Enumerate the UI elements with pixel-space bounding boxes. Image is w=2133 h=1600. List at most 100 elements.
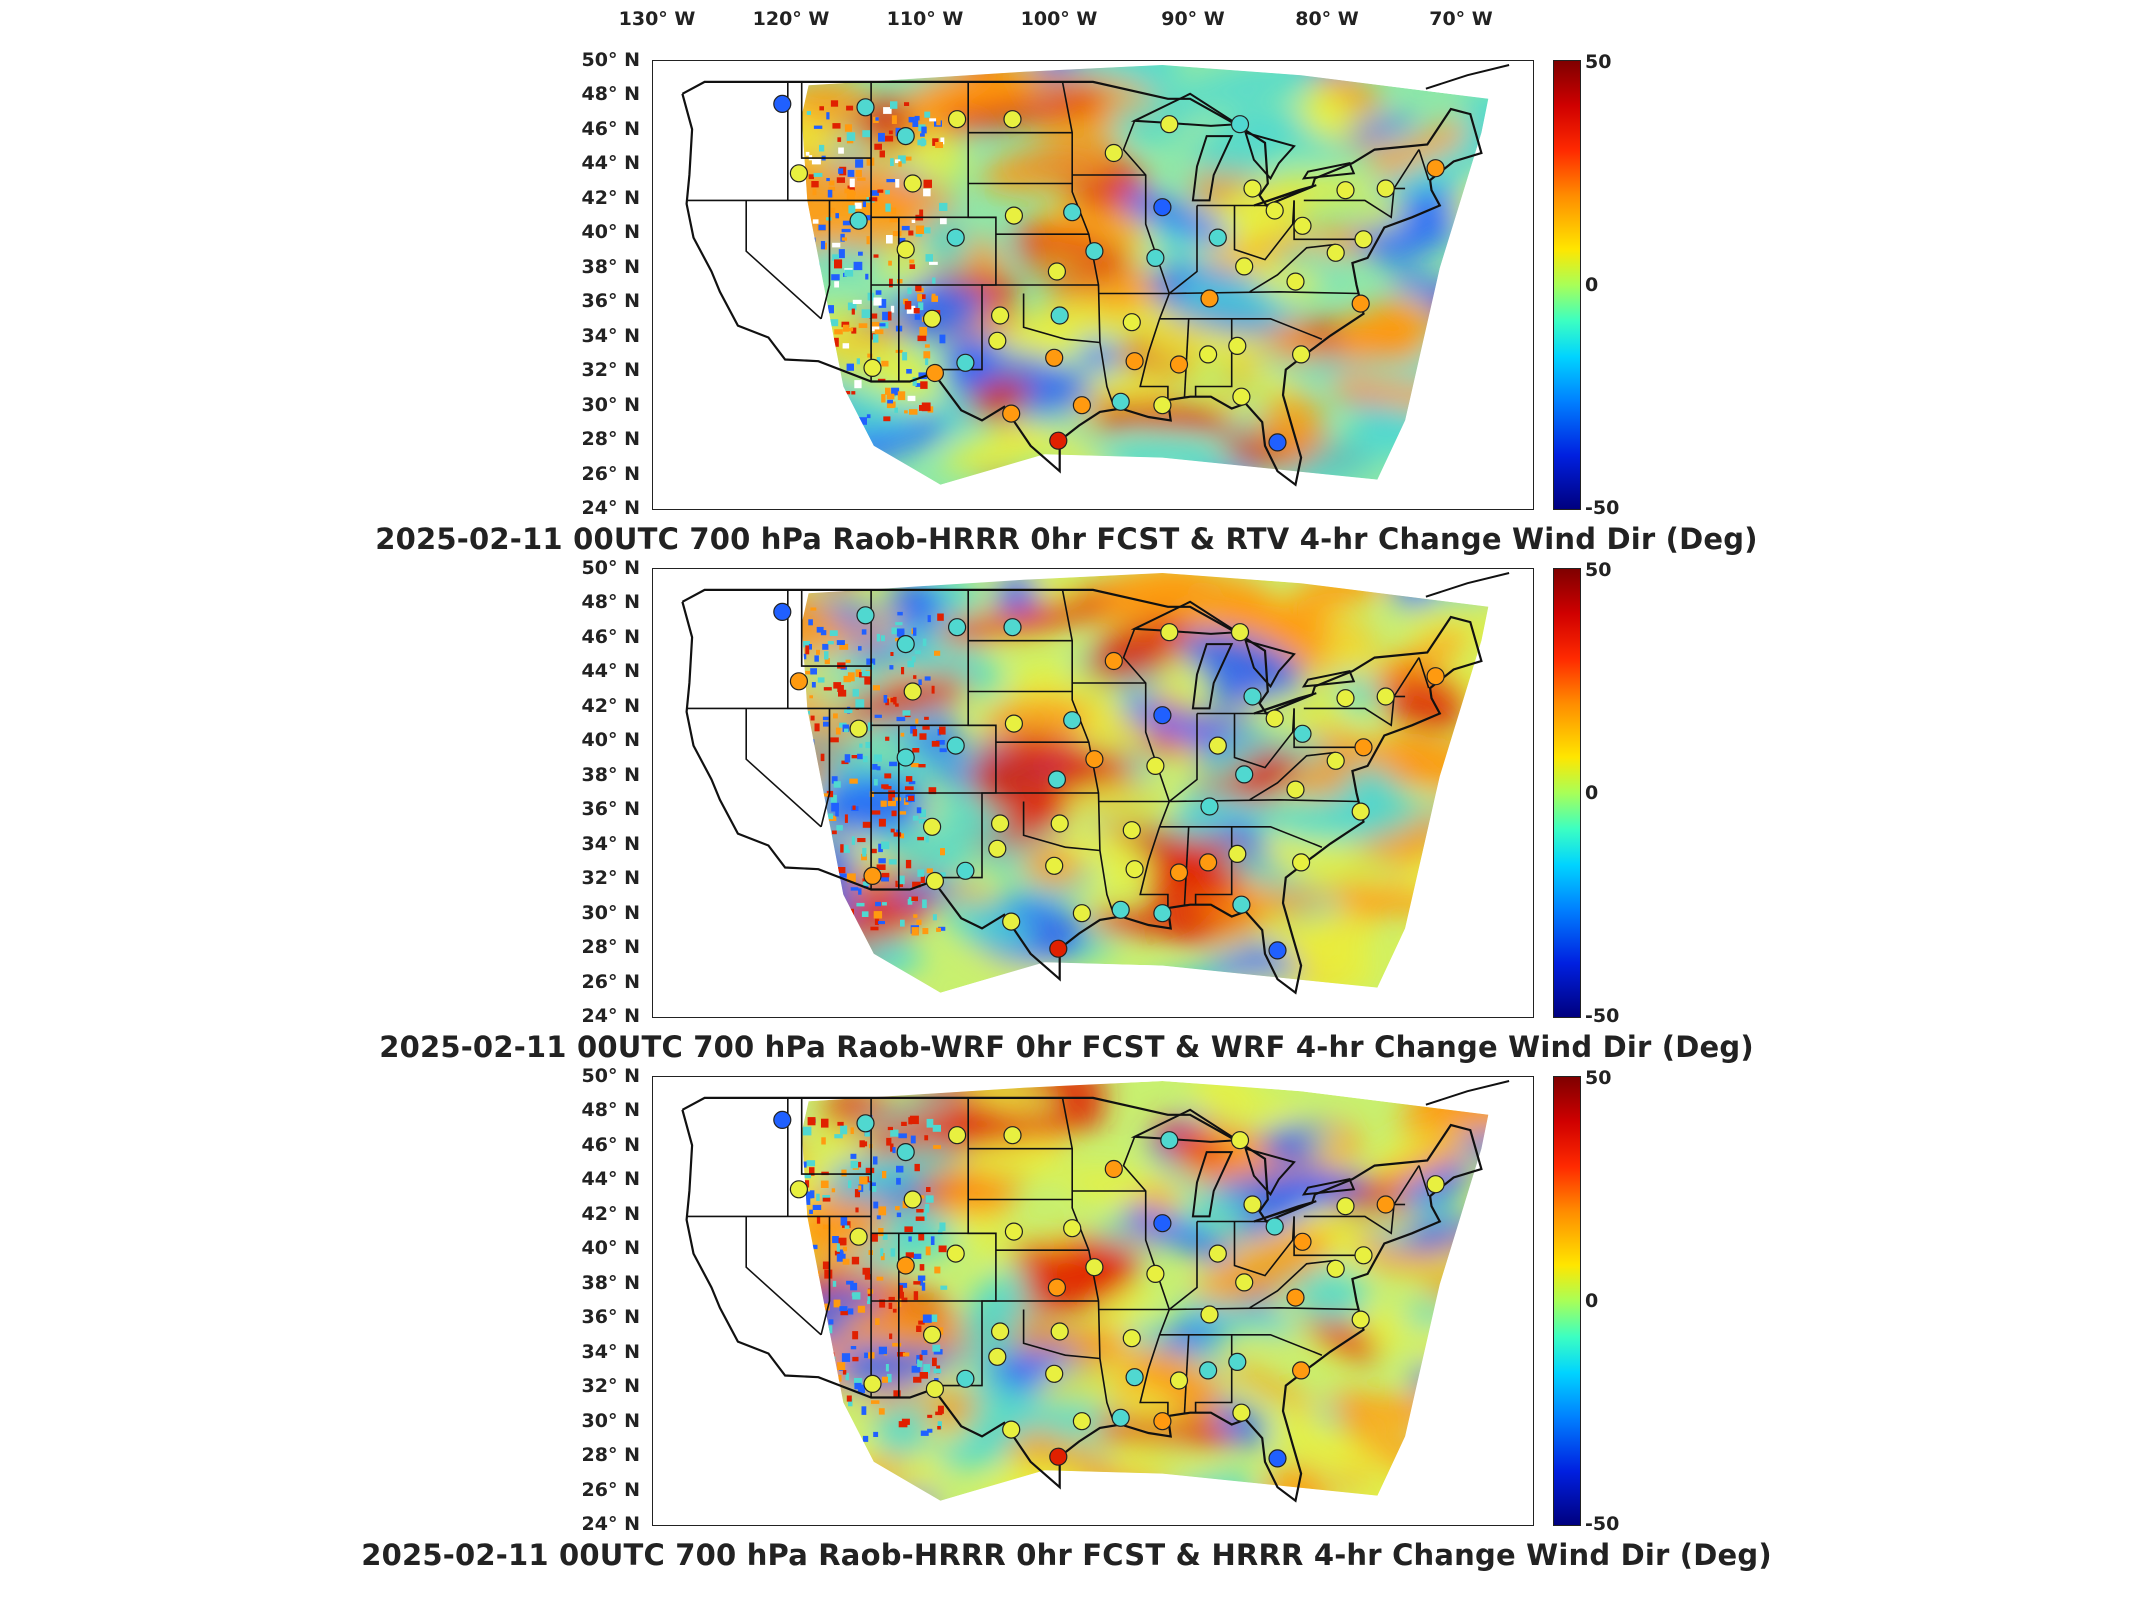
raob-station-marker [988,1347,1007,1366]
panel-title: 2025-02-11 00UTC 700 hPa Raob-HRRR 0hr F… [375,522,1758,556]
great-lake-outline [1130,600,1241,635]
state-border [1139,205,1198,401]
state-border [1183,826,1190,905]
state-border [1303,1165,1420,1235]
lat-label: 38° N [581,1271,640,1294]
raob-station-marker [863,1374,882,1393]
shoreline [1425,572,1510,598]
raob-station-marker [948,618,967,637]
lat-label: 44° N [581,1168,640,1191]
raob-station-marker [1200,289,1219,308]
lat-label: 28° N [581,1444,640,1467]
raob-station-marker [1125,352,1144,371]
state-border [745,200,822,320]
raob-station-marker [1045,856,1064,875]
lat-label: 44° N [581,152,640,175]
state-border [1249,1259,1336,1309]
raob-station-marker [1198,345,1218,364]
state-border [820,708,831,827]
lat-label: 40° N [581,1237,640,1260]
raob-station-marker [1232,1403,1251,1422]
raob-station-marker [773,602,792,622]
colorbar-min-label: -50 [1585,1005,1620,1027]
raob-station-marker [1426,159,1445,178]
raob-station-marker [1200,797,1219,816]
map-view [652,1076,1534,1526]
shoreline [1425,1080,1510,1106]
raob-station-marker [1122,1329,1141,1348]
map-canvas [681,572,1510,995]
raob-station-marker [1291,1361,1311,1380]
raob-station-marker [789,672,808,691]
raob-station-marker [1291,853,1311,872]
raob-station-marker [1228,844,1247,863]
raob-station-marker [856,1114,875,1133]
raob-station-marker [1230,115,1250,134]
raob-station-marker [1063,1219,1082,1238]
great-lake-outline [1301,670,1356,688]
raob-station-marker [948,1126,967,1145]
raob-station-marker [1050,306,1069,325]
raob-station-marker [1286,1288,1305,1307]
raob-station-marker [1050,814,1069,833]
raob-station-marker [946,736,965,755]
raob-station-marker [1169,863,1189,882]
raob-station-marker [896,126,915,146]
raob-station-marker [1002,912,1021,931]
raob-station-marker [856,98,875,117]
raob-station-marker [1326,243,1345,262]
raob-station-marker [1003,618,1022,637]
lat-label: 44° N [581,660,640,683]
raob-station-marker [1111,900,1130,919]
raob-station-marker [956,1369,975,1388]
raob-station-marker [1146,1264,1165,1283]
raob-station-marker [1045,1364,1064,1383]
raob-station-marker [1336,689,1355,708]
raob-station-marker [1146,756,1165,775]
lat-label: 24° N [581,1005,640,1027]
state-border [820,200,831,319]
raob-station-marker [991,306,1010,325]
lat-label: 48° N [581,591,640,614]
state-border [1303,149,1420,219]
state-border [1139,713,1198,909]
raob-station-marker [849,1227,868,1246]
raob-station-marker [1122,821,1141,840]
raob-station-marker [1047,770,1066,789]
raob-station-marker [1208,736,1227,755]
raob-station-marker [991,1322,1010,1341]
lon-label-80w: 80° W [1295,8,1359,30]
raob-station-marker [1072,396,1091,415]
lat-label: 42° N [581,694,640,717]
state-border [800,1097,872,1175]
raob-station-marker [1045,348,1064,367]
raob-station-marker [863,358,882,377]
raob-station-marker [1376,687,1395,706]
state-border [1098,290,1360,295]
lat-label: 30° N [581,393,640,416]
colorbar-max-label: 50 [1585,51,1612,73]
state-border [1233,1216,1295,1277]
raob-station-marker [1085,242,1104,261]
raob-station-marker [1104,651,1123,671]
raob-station-marker [1198,853,1218,872]
raob-station-marker [849,211,868,230]
lat-label: 42° N [581,186,640,209]
raob-station-marker [1125,860,1144,879]
lat-label: 28° N [581,428,640,451]
lat-label: 48° N [581,83,640,106]
raob-station-marker [1326,751,1345,770]
raob-station-marker [1286,272,1305,291]
raob-station-marker [1293,724,1312,743]
colorbar-mid-label: 0 [1585,274,1599,296]
state-border [1159,826,1323,848]
raob-station-marker [948,110,967,129]
lat-label: 36° N [581,798,640,821]
lat-label: 50° N [581,1065,640,1087]
raob-station-marker [1072,1412,1091,1431]
map-canvas [681,1080,1510,1503]
great-lake-outline [1244,639,1296,689]
raob-station-marker [1208,228,1227,247]
state-border [1233,200,1295,261]
raob-station-marker [1049,1447,1068,1466]
